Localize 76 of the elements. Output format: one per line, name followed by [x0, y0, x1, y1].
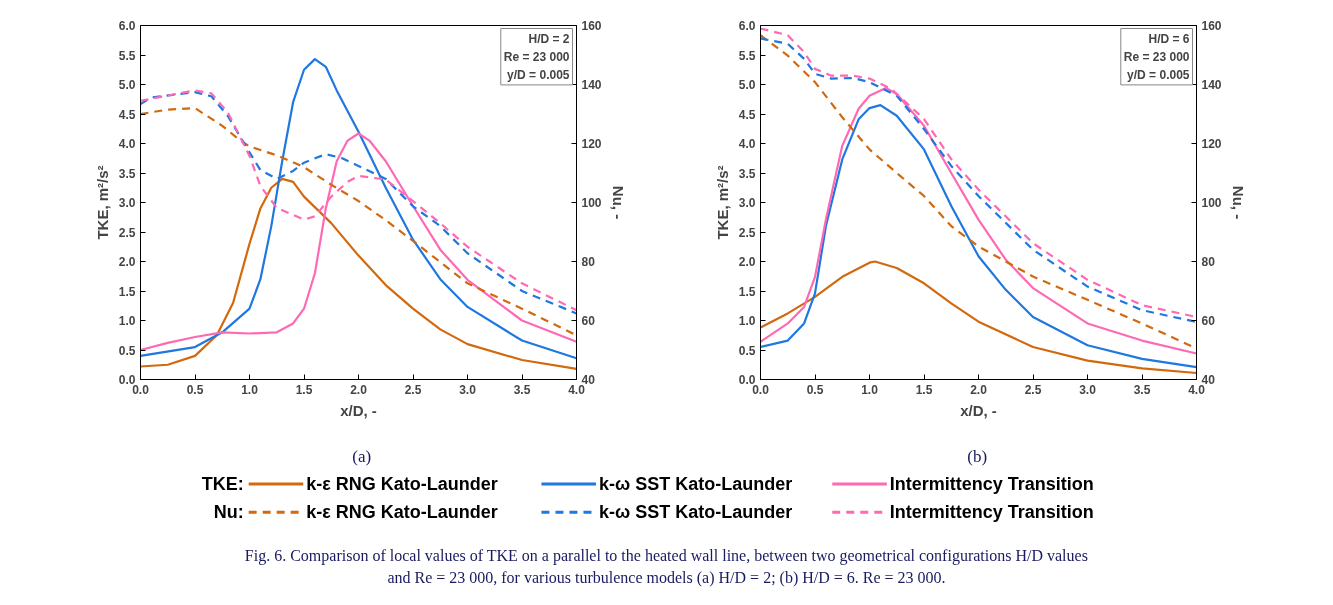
y-tick-label: 0.5: [738, 343, 756, 358]
x-tick-label: 1.0: [241, 382, 259, 397]
text: and Re = 23 000, for various turbulence models (a) H/D = 2; (b) H/D = 6. Re = 23 000.: [387, 568, 946, 587]
y-tick-label: 3.5: [118, 166, 136, 181]
legend-label: Intermittency Transition: [889, 474, 1094, 495]
y-tick-label: 5.5: [118, 48, 136, 63]
x-tick-label: 3.5: [1133, 382, 1151, 397]
y2-tick-label: 140: [1201, 78, 1222, 92]
y2-tick-label: 100: [581, 196, 602, 210]
y2-tick-label: 160: [581, 19, 602, 33]
x-tick-label: 1.0: [861, 382, 879, 397]
x-tick-label: 2.0: [970, 382, 988, 397]
y2-tick-label: 80: [1201, 255, 1216, 269]
y-tick-label: 4.5: [118, 107, 136, 122]
y2-tick-label: 140: [581, 78, 602, 92]
x-tick-label: 0.5: [186, 382, 204, 397]
y2-tick-label: 120: [1201, 137, 1222, 151]
x-axis-title: x/D, -: [960, 401, 997, 419]
x-tick-label: 2.0: [350, 382, 368, 397]
annotation: H/D = 6 Re = 23 000 y/D = 0.005: [1123, 31, 1190, 82]
y-axis-title: TKE, m²/s²: [93, 165, 111, 240]
y2-tick-label: 60: [1201, 314, 1216, 328]
y2-tick-label: 40: [581, 373, 596, 387]
legend-label: k-ω SST Kato-Launder: [599, 502, 793, 523]
y-tick-label: 2.5: [738, 225, 756, 240]
y-tick-label: 5.0: [738, 78, 756, 92]
y-tick-label: 4.0: [118, 137, 136, 151]
y-tick-label: 4.5: [738, 107, 756, 122]
text: (b): [967, 447, 988, 467]
x-tick-label: 2.5: [404, 382, 422, 397]
x-tick-label: 3.0: [1079, 382, 1097, 397]
y-tick-label: 1.0: [738, 314, 756, 328]
y2-axis-title: Nu, -: [609, 185, 627, 220]
y-tick-label: 4.0: [738, 137, 756, 151]
text: Nu:: [213, 502, 244, 523]
y-tick-label: 1.5: [118, 284, 136, 299]
y-tick-label: 3.5: [738, 166, 756, 181]
y2-tick-label: 60: [581, 314, 596, 328]
x-axis-title: x/D, -: [340, 401, 377, 419]
caption: Fig. 6. Comparison of local values of TKE on a parallel to the heated wall line, between two geometrical configurations H/D values: [244, 546, 1088, 565]
legend-label: k-ω SST Kato-Launder: [599, 474, 793, 495]
x-tick-label: 0.5: [806, 382, 824, 397]
y-tick-label: 0.0: [738, 373, 756, 387]
legend-label: k-ε RNG Kato-Launder: [306, 502, 498, 523]
legend-label: k-ε RNG Kato-Launder: [306, 474, 498, 495]
y-tick-label: 3.0: [118, 196, 136, 210]
y-tick-label: 2.0: [738, 255, 756, 269]
legend-label: Intermittency Transition: [889, 502, 1094, 523]
y-tick-label: 6.0: [118, 19, 136, 33]
y-tick-label: 0.5: [118, 343, 136, 358]
x-tick-label: 3.0: [459, 382, 477, 397]
line-series: [140, 177, 577, 370]
y2-tick-label: 40: [1201, 373, 1216, 387]
y-tick-label: 2.5: [118, 225, 136, 240]
y-tick-label: 1.0: [118, 314, 136, 328]
x-tick-label: 1.5: [295, 382, 313, 397]
y-tick-label: 1.5: [738, 284, 756, 299]
x-tick-label: 1.5: [915, 382, 933, 397]
annotation: H/D = 2 Re = 23 000 y/D = 0.005: [503, 31, 570, 82]
y2-tick-label: 120: [581, 137, 602, 151]
y-tick-label: 6.0: [738, 19, 756, 33]
y-tick-label: 3.0: [738, 196, 756, 210]
y-tick-label: 2.0: [118, 255, 136, 269]
y-tick-label: 5.5: [738, 48, 756, 63]
line-series: [760, 260, 1197, 375]
x-tick-label: 3.5: [513, 382, 531, 397]
y2-tick-label: 160: [1201, 19, 1222, 33]
y-tick-label: 0.0: [118, 373, 136, 387]
y2-tick-label: 100: [1201, 196, 1222, 210]
y-tick-label: 5.0: [118, 78, 136, 92]
x-tick-label: 2.5: [1024, 382, 1042, 397]
y-axis-title: TKE, m²/s²: [713, 165, 731, 240]
text: TKE:: [201, 474, 244, 495]
y2-axis-title: Nu, -: [1229, 185, 1247, 220]
text: (a): [352, 447, 372, 467]
y2-tick-label: 80: [581, 255, 596, 269]
